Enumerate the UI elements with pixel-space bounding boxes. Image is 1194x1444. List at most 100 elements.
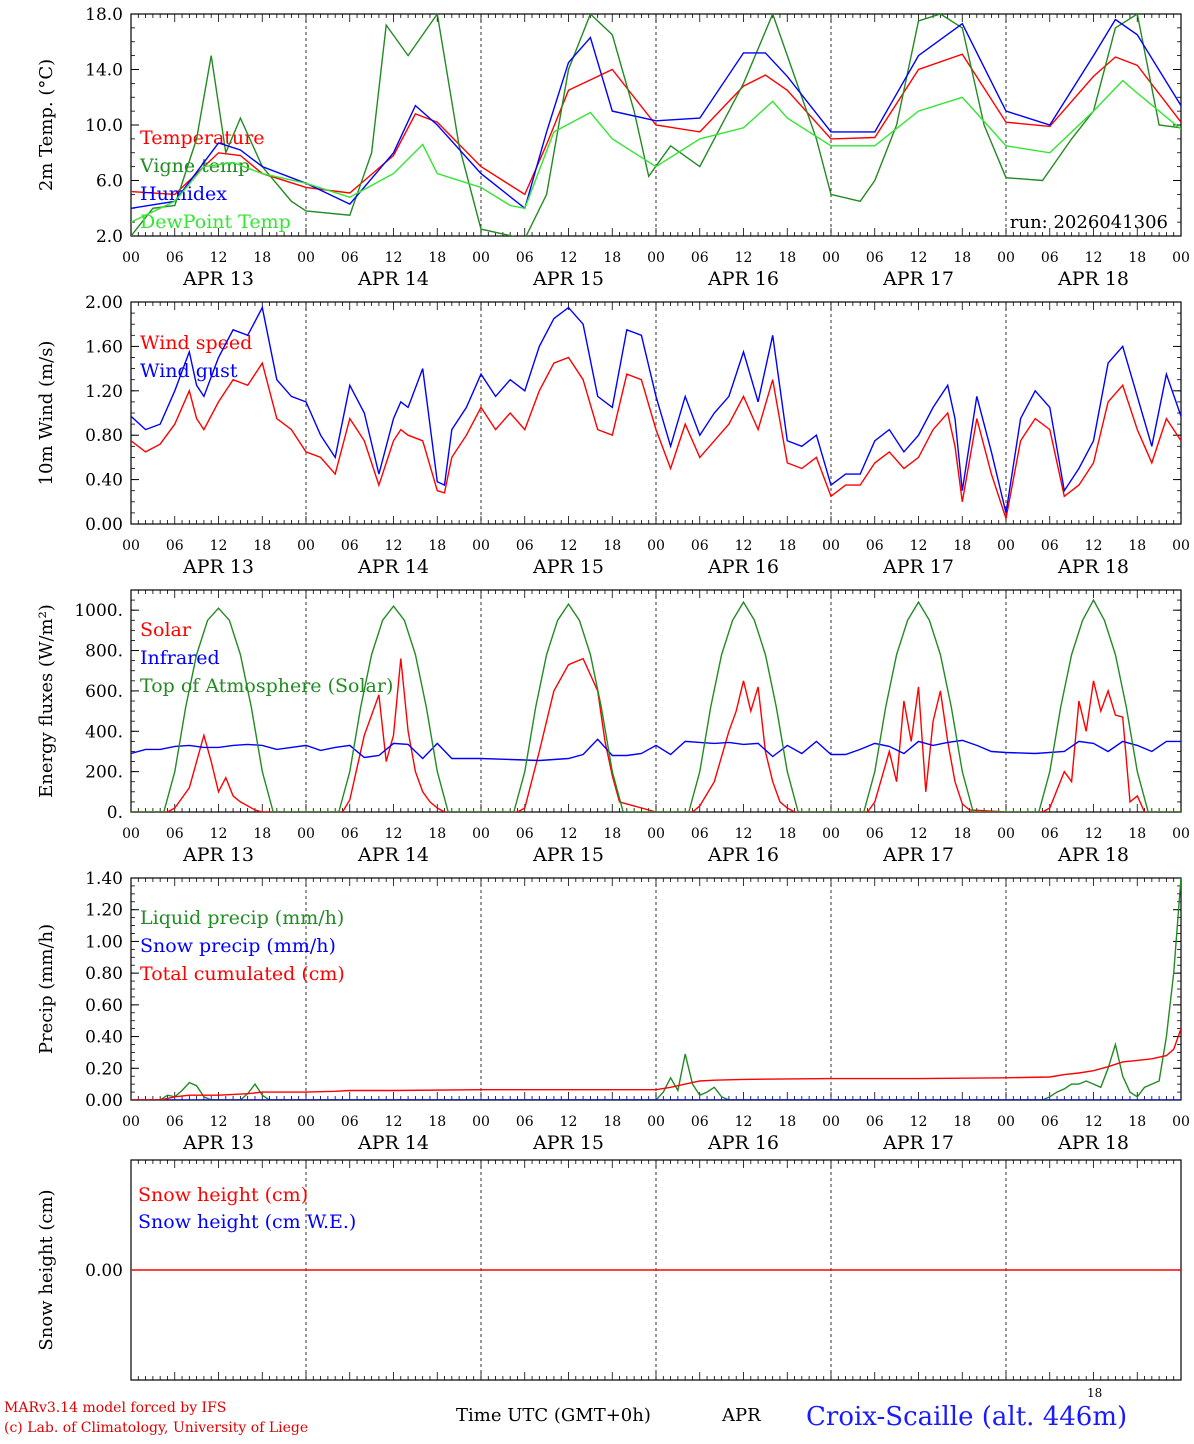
precip-ytick-label: 1.20 xyxy=(85,901,123,921)
wind-xtick-label: 18 xyxy=(1128,538,1146,554)
precip-legend-0: Liquid precip (mm/h) xyxy=(140,907,344,929)
wind-xtick-label: 12 xyxy=(385,538,403,554)
energy-xtick-label: 06 xyxy=(166,826,184,842)
energy-day-label: APR 15 xyxy=(532,844,604,866)
energy-xtick-label: 18 xyxy=(953,826,971,842)
energy-legend-1: Infrared xyxy=(140,647,220,669)
temp-ytick-label: 10.0 xyxy=(85,116,123,136)
precip-day-label: APR 14 xyxy=(357,1132,429,1154)
energy-xtick-label: 06 xyxy=(1041,826,1059,842)
energy-xtick-label: 06 xyxy=(341,826,359,842)
temp-ytick-label: 18.0 xyxy=(85,5,123,25)
energy-xtick-label: 12 xyxy=(560,826,578,842)
temp-series-3-line xyxy=(131,79,1181,223)
temp-xtick-label: 00 xyxy=(297,250,315,266)
month-label: APR xyxy=(722,1405,761,1426)
wind-ytick-label: 1.60 xyxy=(85,337,123,357)
wind-day-label: APR 16 xyxy=(707,556,779,578)
precip-xtick-label: 00 xyxy=(1172,1114,1190,1130)
precip-xtick-label: 00 xyxy=(472,1114,490,1130)
precip-xtick-label: 18 xyxy=(428,1114,446,1130)
wind-ytick-label: 1.20 xyxy=(85,382,123,402)
temp-xtick-label: 18 xyxy=(603,250,621,266)
wind-xtick-label: 00 xyxy=(647,538,665,554)
wind-ytick-label: 0.40 xyxy=(85,471,123,491)
wind-xtick-label: 00 xyxy=(472,538,490,554)
energy-ytick-label: 200. xyxy=(85,763,123,783)
temp-xtick-label: 18 xyxy=(953,250,971,266)
temp-legend-0: Temperature xyxy=(140,127,264,149)
precip-xtick-label: 18 xyxy=(603,1114,621,1130)
wind-xtick-label: 06 xyxy=(516,538,534,554)
precip-ytick-label: 0.80 xyxy=(85,964,123,984)
energy-ytick-label: 0. xyxy=(107,803,123,823)
precip-day-label: APR 15 xyxy=(532,1132,604,1154)
temp-xtick-label: 00 xyxy=(647,250,665,266)
temp-ytick-label: 2.0 xyxy=(96,227,123,247)
wind-xtick-label: 00 xyxy=(1172,538,1190,554)
wind-series-1-line xyxy=(131,305,1181,514)
temp-xtick-label: 06 xyxy=(691,250,709,266)
wind-xtick-label: 18 xyxy=(603,538,621,554)
wind-day-label: APR 17 xyxy=(882,556,954,578)
energy-series-0-line xyxy=(131,657,1181,812)
station-title: Croix-Scaille (alt. 446m) xyxy=(806,1402,1128,1432)
model-credit: MARv3.14 model forced by IFS xyxy=(4,1400,227,1416)
precip-xtick-label: 06 xyxy=(341,1114,359,1130)
energy-xtick-label: 00 xyxy=(1172,826,1190,842)
day-label: 18 xyxy=(1087,1386,1103,1400)
precip-legend-1: Snow precip (mm/h) xyxy=(140,935,336,957)
temp-ytick-label: 14.0 xyxy=(85,61,123,81)
precip-day-label: APR 13 xyxy=(182,1132,254,1154)
precip-xtick-label: 06 xyxy=(866,1114,884,1130)
temp-xtick-label: 18 xyxy=(778,250,796,266)
precip-ylabel: Precip (mm/h) xyxy=(36,924,57,1054)
energy-xtick-label: 00 xyxy=(297,826,315,842)
energy-legend-0: Solar xyxy=(140,619,192,641)
wind-xtick-label: 00 xyxy=(122,538,140,554)
energy-xtick-label: 12 xyxy=(1085,826,1103,842)
precip-xtick-label: 12 xyxy=(735,1114,753,1130)
temp-series-1-line xyxy=(131,14,1181,236)
precip-xtick-label: 18 xyxy=(1128,1114,1146,1130)
temp-xtick-label: 00 xyxy=(1172,250,1190,266)
energy-xtick-label: 18 xyxy=(603,826,621,842)
energy-ytick-label: 400. xyxy=(85,722,123,742)
time-axis-label: Time UTC (GMT+0h) xyxy=(456,1405,651,1426)
temp-legend-2: Humidex xyxy=(140,183,227,205)
energy-xtick-label: 18 xyxy=(778,826,796,842)
precip-ytick-label: 1.00 xyxy=(85,932,123,952)
energy-ylabel: Energy fluxes (W/m²) xyxy=(36,604,57,798)
precip-xtick-label: 00 xyxy=(122,1114,140,1130)
wind-ytick-label: 0.80 xyxy=(85,426,123,446)
energy-xtick-label: 18 xyxy=(253,826,271,842)
wind-xtick-label: 18 xyxy=(953,538,971,554)
wind-xtick-label: 06 xyxy=(341,538,359,554)
energy-xtick-label: 00 xyxy=(822,826,840,842)
temp-xtick-label: 06 xyxy=(1041,250,1059,266)
lab-credit: (c) Lab. of Climatology, University of L… xyxy=(4,1420,309,1436)
wind-xtick-label: 18 xyxy=(778,538,796,554)
energy-xtick-label: 06 xyxy=(516,826,534,842)
precip-xtick-label: 06 xyxy=(516,1114,534,1130)
temp-xtick-label: 12 xyxy=(560,250,578,266)
precip-xtick-label: 12 xyxy=(560,1114,578,1130)
wind-xtick-label: 12 xyxy=(910,538,928,554)
snow-legend-1: Snow height (cm W.E.) xyxy=(138,1211,356,1233)
precip-series-0-line xyxy=(131,878,1181,1100)
wind-ytick-label: 2.00 xyxy=(85,293,123,313)
temp-ylabel: 2m Temp. (°C) xyxy=(36,59,57,191)
temp-xtick-label: 18 xyxy=(1128,250,1146,266)
wind-xtick-label: 00 xyxy=(997,538,1015,554)
temp-legend-1: Vigne temp xyxy=(139,155,250,177)
energy-xtick-label: 00 xyxy=(472,826,490,842)
energy-legend-2: Top of Atmosphere (Solar) xyxy=(140,675,393,697)
precip-xtick-label: 00 xyxy=(997,1114,1015,1130)
temp-day-label: APR 15 xyxy=(532,268,604,290)
precip-ytick-label: 0.20 xyxy=(85,1059,123,1079)
temp-xtick-label: 00 xyxy=(472,250,490,266)
wind-xtick-label: 06 xyxy=(1041,538,1059,554)
temp-xtick-label: 12 xyxy=(910,250,928,266)
